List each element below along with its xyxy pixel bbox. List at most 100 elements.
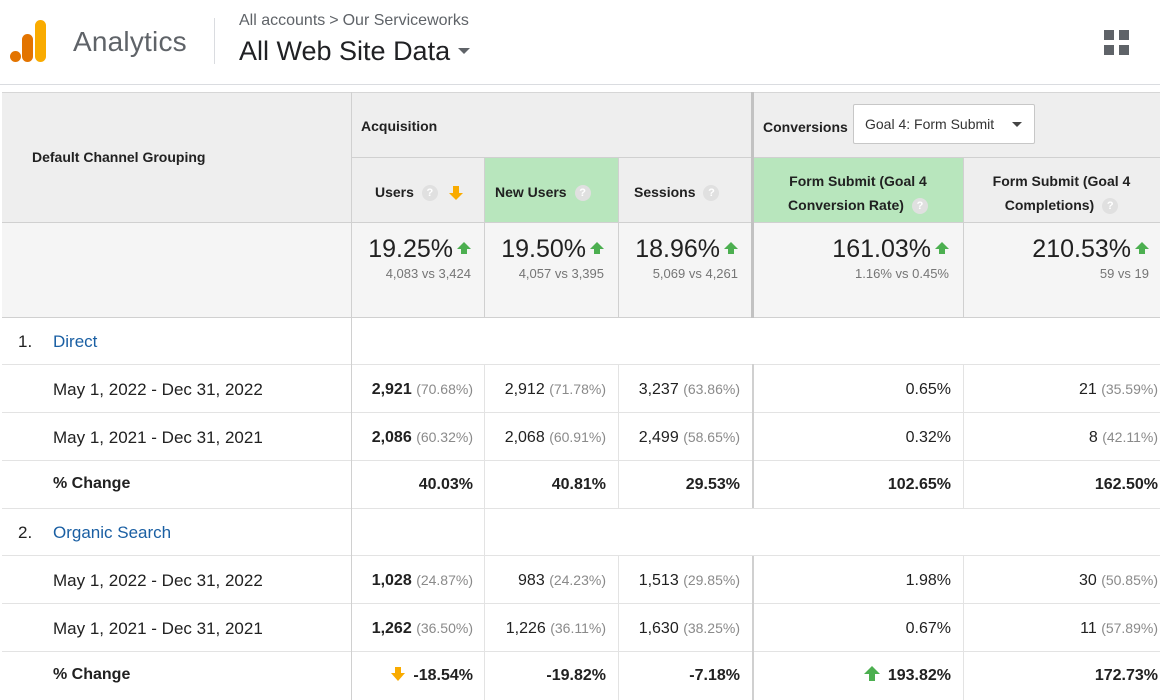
total-completions-compare: 59 vs 19 [1099, 266, 1149, 281]
col-header-users[interactable]: Users? [375, 184, 464, 202]
change-row-label: % Change [53, 666, 131, 683]
help-icon[interactable]: ? [574, 185, 591, 202]
arrow-down-icon [391, 666, 406, 681]
cell-conversion-rate: 0.65% [905, 381, 951, 398]
col-header-sessions[interactable]: Sessions? [634, 184, 720, 202]
app-name: Analytics [73, 26, 187, 57]
caret-down-icon [458, 47, 471, 54]
arrow-up-icon [457, 242, 471, 255]
row-label: May 1, 2021 - Dec 31, 2021 [53, 619, 263, 638]
col-header-conversion-rate[interactable]: Form Submit (Goal 4 Conversion Rate)? [753, 169, 963, 217]
help-icon[interactable]: ? [911, 198, 928, 215]
grid-line [751, 92, 754, 318]
dimension-header[interactable]: Default Channel Grouping [32, 149, 206, 165]
help-icon[interactable]: ? [421, 185, 438, 202]
conversions-group-header: Conversions [763, 119, 848, 135]
cell-new-users: 983 (24.23%) [518, 572, 606, 589]
cell-completions: 30 (50.85%) [1078, 572, 1158, 589]
change-users: 40.03% [418, 476, 473, 493]
arrow-up-icon [863, 666, 880, 682]
col-header-completions[interactable]: Form Submit (Goal 4 Completions)? [963, 169, 1160, 217]
apps-grid-icon[interactable] [1104, 30, 1130, 56]
view-name: All Web Site Data [239, 36, 451, 66]
grid-line [752, 556, 754, 700]
cell-sessions: 2,499 (58.65%) [638, 429, 740, 446]
group-index: 1. [18, 332, 33, 351]
rate-highlight [753, 158, 963, 222]
cell-users: 2,086 (60.32%) [371, 429, 473, 446]
group-link-organic-search[interactable]: Organic Search [53, 523, 172, 542]
cell-completions: 11 (57.89%) [1080, 620, 1158, 637]
cell-conversion-rate: 0.67% [905, 620, 951, 637]
grid-line [2, 555, 1160, 556]
change-completions: 172.73% [1094, 667, 1158, 684]
col-header-new-users[interactable]: New Users? [495, 184, 591, 202]
row-label: May 1, 2021 - Dec 31, 2021 [53, 428, 263, 447]
grid-line [963, 364, 964, 508]
row-label: May 1, 2022 - Dec 31, 2022 [53, 571, 263, 590]
grid-line [351, 92, 352, 700]
grid-line [2, 508, 1160, 509]
view-selector[interactable]: All Web Site Data [239, 36, 471, 67]
total-sessions-change: 18.96% [635, 235, 720, 263]
change-completions: 162.50% [1094, 476, 1158, 493]
cell-sessions: 3,237 (63.86%) [638, 381, 740, 398]
grid-line [2, 222, 1160, 223]
grid-line [618, 556, 619, 700]
col-sessions-label: Sessions [634, 184, 696, 200]
grid-line [2, 364, 1160, 365]
total-users-compare: 4,083 vs 3,424 [385, 266, 471, 281]
change-row-label: % Change [53, 475, 131, 492]
new-users-highlight [484, 158, 618, 222]
acquisition-group-header: Acquisition [361, 118, 438, 134]
arrow-up-icon [724, 242, 738, 255]
change-sessions: 29.53% [685, 476, 740, 493]
grid-line [484, 158, 485, 318]
grid-line [2, 317, 1160, 318]
change-users: -18.54% [351, 666, 473, 685]
grid-line [2, 603, 1160, 604]
grid-line [618, 158, 619, 318]
sort-descending-icon[interactable] [448, 185, 464, 201]
col-rate-line1: Form Submit (Goal 4 [789, 173, 927, 189]
col-comp-line2: Completions) [1004, 197, 1095, 213]
breadcrumb-accounts[interactable]: All accounts [239, 12, 326, 29]
change-conversion-rate: 102.65% [887, 476, 951, 493]
breadcrumb[interactable]: All accounts > Our Serviceworks [239, 12, 469, 30]
breadcrumb-property[interactable]: Our Serviceworks [342, 12, 469, 29]
grid-line [618, 364, 619, 508]
total-rate-change: 161.03% [832, 235, 931, 263]
grid-line [752, 364, 754, 508]
cell-completions: 8 (42.11%) [1088, 429, 1158, 446]
group-link-direct[interactable]: Direct [53, 332, 98, 351]
arrow-up-icon [1135, 242, 1149, 255]
change-conversion-rate: 193.82% [753, 666, 951, 685]
group-index: 2. [18, 523, 33, 542]
cell-users: 1,028 (24.87%) [371, 572, 473, 589]
col-rate-line2: Conversion Rate) [788, 197, 904, 213]
analytics-logo-icon[interactable] [10, 20, 50, 64]
total-users: 19.25% 4,083 vs 3,424 [351, 235, 471, 281]
row-label: May 1, 2022 - Dec 31, 2022 [53, 380, 263, 399]
help-icon[interactable]: ? [1102, 198, 1119, 215]
breadcrumb-separator-icon: > [329, 12, 339, 29]
total-sessions-compare: 5,069 vs 4,261 [652, 266, 738, 281]
change-new-users: 40.81% [551, 476, 606, 493]
top-bar: Analytics All accounts > Our Serviceworks … [0, 0, 1160, 85]
grid-line [484, 364, 485, 555]
cell-sessions: 1,630 (38.25%) [638, 620, 740, 637]
goal-select[interactable]: Goal 4: Form Submit [853, 104, 1035, 144]
total-users-change: 19.25% [368, 235, 453, 263]
totals-row [2, 222, 1160, 318]
grid-line [351, 157, 1160, 158]
header-divider [214, 18, 215, 64]
help-icon[interactable]: ? [703, 185, 720, 202]
goal-select-value: Goal 4: Form Submit [865, 116, 995, 132]
col-comp-line1: Form Submit (Goal 4 [992, 173, 1131, 189]
grid-line [2, 92, 1160, 93]
report-table: Default Channel Grouping Acquisition Con… [2, 92, 1160, 700]
grid-line [963, 158, 964, 318]
total-new-users-change: 19.50% [501, 235, 586, 263]
grid-line [963, 556, 964, 700]
arrow-up-icon [935, 242, 949, 255]
